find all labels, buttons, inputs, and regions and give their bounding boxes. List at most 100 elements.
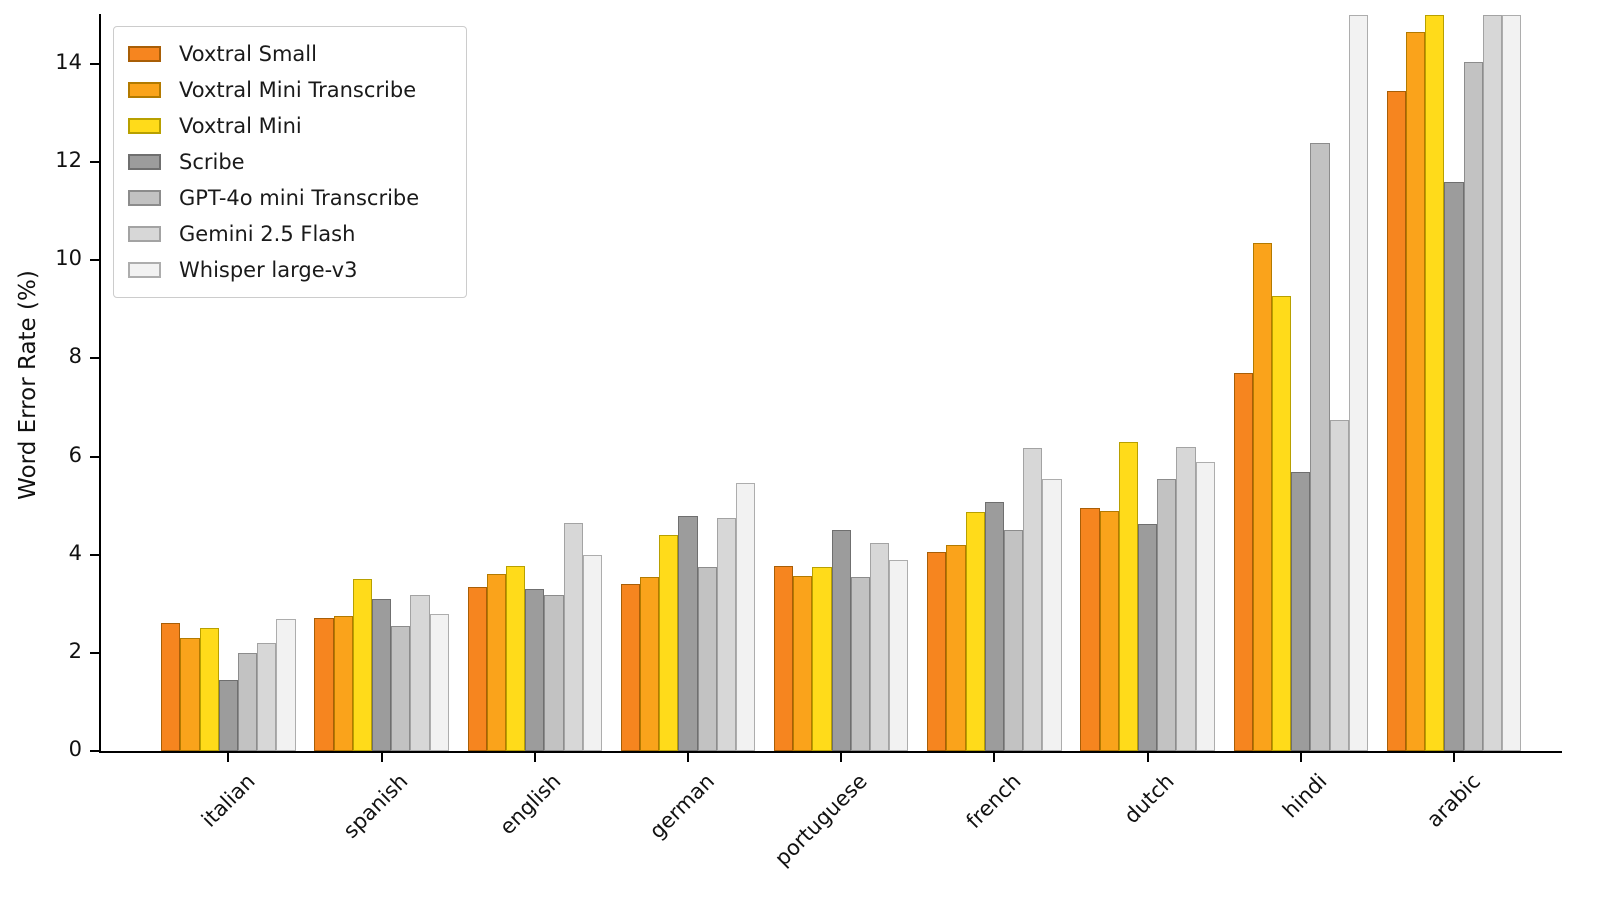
legend-swatch-icon (128, 46, 161, 62)
bar-voxtral-mini-french (965, 512, 985, 751)
y-tick-mark (90, 357, 100, 360)
x-tick-label-italian: italian (196, 769, 260, 832)
bar-gemini-2-5-flash-italian (257, 643, 277, 751)
bar-gemini-2-5-flash-dutch (1176, 446, 1196, 751)
y-tick-label: 12 (55, 148, 82, 173)
legend-item: Whisper large-v3 (128, 252, 452, 288)
legend-label: Voxtral Mini Transcribe (179, 78, 417, 102)
bar-whisper-large-v3-portuguese (889, 559, 909, 751)
legend-item: Scribe (128, 144, 452, 180)
bar-gpt-4o-mini-transcribe-english (544, 594, 564, 751)
x-tick-mark (227, 753, 230, 762)
y-tick-mark (90, 750, 100, 752)
x-tick-mark (687, 753, 689, 762)
bar-voxtral-mini-english (506, 565, 526, 751)
y-tick-label: 8 (68, 344, 82, 369)
bar-scribe-dutch (1138, 523, 1158, 751)
y-tick-mark (90, 63, 100, 66)
bar-voxtral-mini-dutch (1118, 441, 1138, 751)
y-tick-label: 0 (68, 737, 82, 761)
legend-label: Voxtral Mini (179, 114, 302, 138)
bar-scribe-arabic (1444, 181, 1464, 751)
legend-label: Gemini 2.5 Flash (179, 222, 356, 246)
legend-swatch-icon (128, 262, 161, 278)
legend-item: GPT-4o mini Transcribe (128, 180, 452, 216)
y-axis-line (99, 14, 101, 753)
bar-scribe-hindi (1291, 472, 1311, 751)
bar-scribe-italian (218, 679, 238, 751)
bar-gemini-2-5-flash-portuguese (870, 542, 890, 751)
x-axis-line (99, 751, 1562, 753)
bar-voxtral-mini-transcribe-arabic (1406, 32, 1426, 751)
bar-whisper-large-v3-french (1042, 478, 1062, 751)
legend-label: Scribe (179, 150, 245, 174)
legend-label: Voxtral Small (179, 42, 317, 66)
bar-voxtral-mini-transcribe-hindi (1252, 243, 1272, 751)
legend-swatch-icon (128, 82, 161, 98)
bar-voxtral-mini-transcribe-spanish (333, 615, 353, 751)
legend-swatch-icon (128, 154, 161, 170)
bar-whisper-large-v3-german (736, 482, 756, 751)
x-tick-mark (993, 753, 996, 762)
legend-swatch-icon (128, 226, 161, 242)
bar-voxtral-small-italian (161, 623, 181, 751)
x-tick-mark (533, 753, 536, 762)
bar-gemini-2-5-flash-french (1023, 448, 1043, 751)
legend-item: Gemini 2.5 Flash (128, 216, 452, 252)
x-tick-label-portuguese: portuguese (770, 769, 873, 871)
bar-gemini-2-5-flash-hindi (1329, 419, 1349, 751)
bar-whisper-large-v3-hindi (1348, 15, 1368, 751)
bar-gpt-4o-mini-transcribe-portuguese (850, 576, 870, 751)
bar-scribe-english (525, 589, 545, 751)
bar-gpt-4o-mini-transcribe-french (1004, 530, 1024, 751)
y-tick-label: 14 (55, 50, 82, 75)
bar-gpt-4o-mini-transcribe-dutch (1157, 478, 1177, 751)
bar-gemini-2-5-flash-spanish (410, 594, 430, 751)
bar-whisper-large-v3-spanish (429, 613, 449, 751)
bar-scribe-german (678, 516, 698, 751)
bar-voxtral-mini-transcribe-portuguese (793, 576, 813, 751)
bar-whisper-large-v3-dutch (1195, 462, 1215, 751)
x-tick-label-german: german (644, 769, 719, 844)
bar-voxtral-small-english (467, 586, 487, 751)
x-tick-label-dutch: dutch (1119, 769, 1179, 829)
bar-gpt-4o-mini-transcribe-spanish (391, 625, 411, 751)
bar-gpt-4o-mini-transcribe-italian (238, 652, 258, 751)
legend-label: Whisper large-v3 (179, 258, 358, 282)
y-tick-label: 4 (68, 540, 82, 565)
bar-voxtral-mini-italian (199, 628, 219, 751)
bar-voxtral-mini-arabic (1425, 15, 1445, 751)
bar-voxtral-small-portuguese (774, 565, 794, 751)
y-tick-mark (90, 553, 100, 556)
bar-gemini-2-5-flash-english (563, 522, 583, 751)
bar-voxtral-mini-transcribe-french (946, 544, 966, 751)
y-tick-mark (90, 455, 100, 458)
x-tick-mark (1299, 753, 1302, 762)
legend-swatch-icon (128, 118, 161, 134)
x-tick-label-spanish: spanish (338, 769, 413, 843)
bar-whisper-large-v3-english (582, 554, 602, 751)
bar-voxtral-small-arabic (1386, 91, 1406, 751)
x-tick-label-hindi: hindi (1278, 769, 1332, 823)
legend: Voxtral Small Voxtral Mini Transcribe Voxt… (113, 26, 467, 298)
y-tick-label: 2 (68, 638, 82, 663)
bar-scribe-portuguese (831, 530, 851, 751)
bar-gpt-4o-mini-transcribe-arabic (1463, 61, 1483, 751)
bar-gemini-2-5-flash-german (716, 518, 736, 751)
y-tick-mark (90, 259, 100, 262)
bar-gpt-4o-mini-transcribe-german (697, 566, 717, 751)
bar-voxtral-mini-transcribe-italian (180, 638, 200, 751)
bar-scribe-spanish (372, 598, 392, 751)
y-tick-label: 6 (68, 442, 82, 467)
x-tick-mark (380, 753, 383, 762)
legend-item: Voxtral Mini Transcribe (128, 72, 452, 108)
bar-voxtral-small-spanish (314, 617, 334, 751)
bar-scribe-french (984, 501, 1004, 751)
bar-whisper-large-v3-italian (276, 618, 296, 751)
legend-swatch-icon (128, 190, 161, 206)
bar-voxtral-small-french (927, 552, 947, 751)
bar-voxtral-mini-spanish (352, 579, 372, 751)
bar-voxtral-mini-portuguese (812, 567, 832, 751)
bar-voxtral-mini-hindi (1272, 296, 1292, 751)
bar-voxtral-mini-transcribe-dutch (1099, 510, 1119, 751)
